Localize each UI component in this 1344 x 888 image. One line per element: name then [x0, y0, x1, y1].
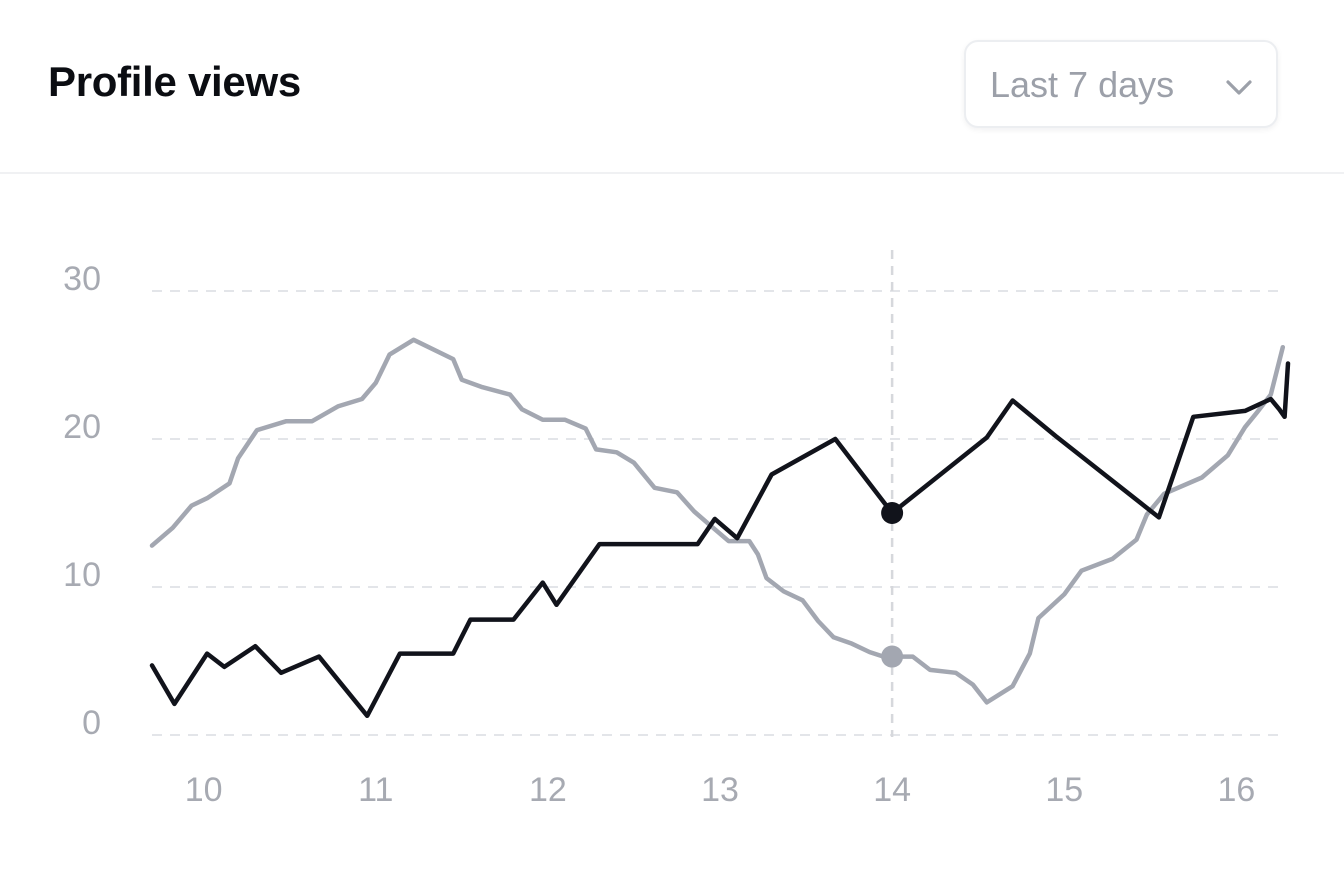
- secondary-series-line: [149, 337, 1286, 705]
- x-tick-label: 16: [1217, 771, 1255, 809]
- y-tick-label: 20: [63, 408, 101, 446]
- x-tick-label: 10: [185, 771, 223, 809]
- y-tick-label: 10: [63, 556, 101, 594]
- date-range-select[interactable]: Last 7 days: [964, 40, 1278, 128]
- x-axis: 10 11 12 13 14 15 16: [185, 771, 1256, 809]
- primary-series-line: [149, 361, 1291, 719]
- secondary-series-hover-point[interactable]: [881, 645, 904, 668]
- primary-series-hover-point[interactable]: [881, 502, 904, 524]
- x-tick-label: 12: [529, 771, 567, 809]
- y-tick-label: 30: [63, 260, 101, 298]
- series-lines: [149, 337, 1291, 719]
- profile-views-chart: 0 10 20 30 10 11 12 13 14 15 16: [63, 250, 1291, 809]
- x-tick-label: 13: [701, 771, 739, 809]
- date-range-value: Last 7 days: [990, 64, 1175, 105]
- chart-gridlines: [152, 290, 1284, 736]
- card-title: Profile views: [48, 58, 301, 105]
- x-tick-label: 15: [1045, 771, 1083, 809]
- y-axis: 0 10 20 30: [63, 260, 101, 742]
- card-header: Profile views Last 7 days: [0, 0, 1344, 174]
- hover-markers: [881, 502, 904, 668]
- y-tick-label: 0: [82, 704, 101, 742]
- x-tick-label: 14: [873, 771, 911, 809]
- x-tick-label: 11: [358, 771, 393, 809]
- chevron-down-icon: [1226, 80, 1252, 95]
